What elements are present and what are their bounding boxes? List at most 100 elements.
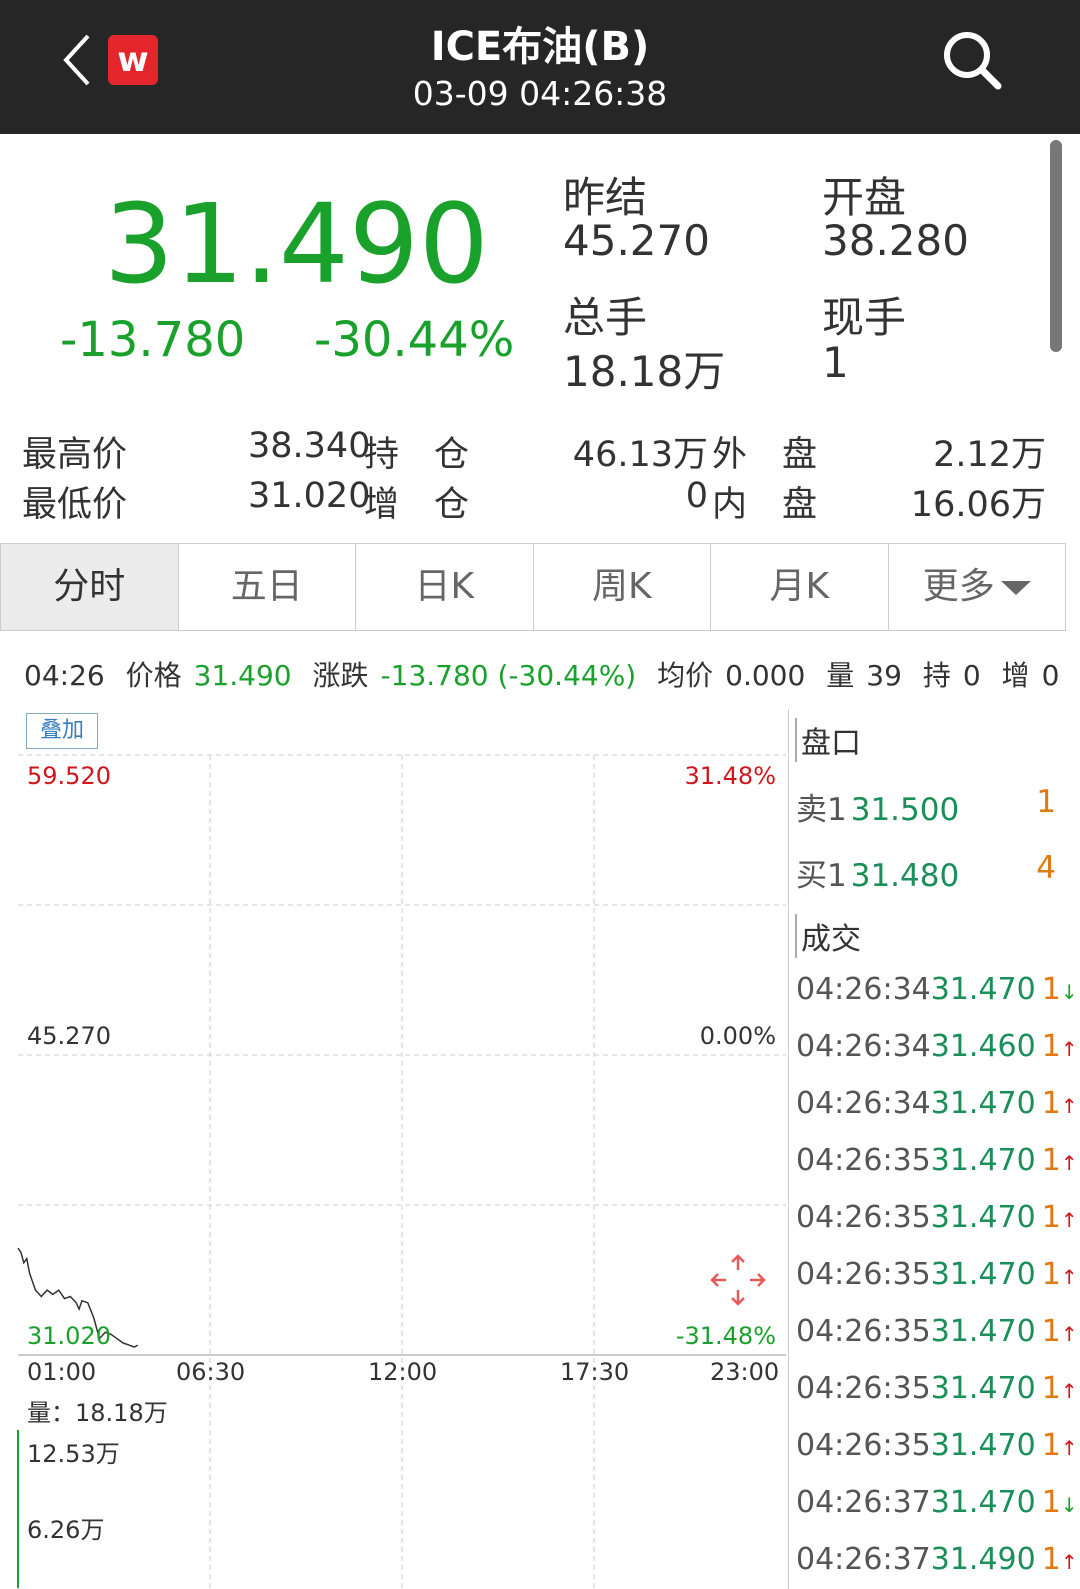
info-price: 31.490 bbox=[193, 659, 292, 692]
arrow-up-icon: ↑ bbox=[1060, 1550, 1078, 1574]
trade-row: 04:26:3531.470 1↑ bbox=[796, 1314, 1078, 1349]
trade-price: 31.470 bbox=[930, 972, 1036, 1007]
scrollbar[interactable] bbox=[1050, 140, 1062, 352]
volume-value: 18.18万 bbox=[563, 347, 726, 396]
trade-price: 31.470 bbox=[930, 1086, 1036, 1121]
back-icon[interactable] bbox=[60, 30, 100, 90]
info-price-label: 价格 bbox=[125, 659, 182, 692]
high-value: 38.340 bbox=[248, 426, 371, 466]
x-tick-1200: 12:00 bbox=[368, 1358, 438, 1386]
trade-time: 04:26:35 bbox=[796, 1428, 931, 1463]
oi-value: 46.13万 bbox=[572, 435, 708, 475]
last-price: 31.490 bbox=[104, 180, 489, 308]
trade-price: 31.470 bbox=[930, 1371, 1036, 1406]
trade-time: 04:26:37 bbox=[796, 1542, 931, 1577]
arrow-up-icon: ↑ bbox=[1060, 1151, 1078, 1175]
app-logo[interactable]: w bbox=[108, 35, 158, 85]
tab-more[interactable]: 更多 bbox=[889, 544, 1066, 630]
current-label: 现手 bbox=[822, 293, 907, 342]
trade-qty: 1 bbox=[1041, 1086, 1061, 1121]
trade-qty: 1 bbox=[1041, 1200, 1061, 1235]
inner-value: 16.06万 bbox=[910, 485, 1046, 525]
trade-time: 04:26:35 bbox=[796, 1257, 931, 1292]
low-value: 31.020 bbox=[248, 476, 371, 516]
ask-qty: 1 bbox=[1036, 784, 1056, 820]
tab-five-day[interactable]: 五日 bbox=[179, 544, 356, 630]
arrow-down-icon: ↓ bbox=[1060, 1493, 1078, 1517]
trade-row: 04:26:3531.470 1↑ bbox=[796, 1428, 1078, 1463]
trade-time: 04:26:35 bbox=[796, 1314, 931, 1349]
trade-time: 04:26:35 bbox=[796, 1143, 931, 1178]
trade-qty: 1 bbox=[1041, 1485, 1061, 1520]
bid-row: 买1 31.480 4 bbox=[796, 850, 1056, 895]
pct-tick-bottom: -31.48% bbox=[675, 1322, 776, 1350]
trade-row: 04:26:3731.470 1↓ bbox=[796, 1485, 1078, 1520]
trade-price: 31.490 bbox=[930, 1542, 1036, 1577]
tab-weekly-k[interactable]: 周K bbox=[534, 544, 711, 630]
caret-down-icon bbox=[1000, 581, 1031, 595]
info-inc-label: 增 bbox=[1001, 659, 1030, 692]
tab-monthly-k[interactable]: 月K bbox=[711, 544, 889, 630]
expand-arrows-icon[interactable] bbox=[708, 1252, 768, 1308]
outer-value: 2.12万 bbox=[933, 435, 1046, 475]
search-icon[interactable] bbox=[940, 28, 1004, 92]
trade-time: 04:26:34 bbox=[796, 1086, 931, 1121]
y-tick-bottom: 31.020 bbox=[27, 1322, 111, 1350]
oi-chg-value: 0 bbox=[685, 476, 708, 516]
arrow-up-icon: ↑ bbox=[1060, 1208, 1078, 1232]
price-line bbox=[17, 1247, 139, 1348]
arrow-up-icon: ↑ bbox=[1060, 1094, 1078, 1118]
trade-price: 31.470 bbox=[930, 1485, 1036, 1520]
trade-row: 04:26:3531.470 1↑ bbox=[796, 1200, 1078, 1235]
volume-tick-mid: 6.26万 bbox=[27, 1516, 105, 1544]
info-avg: 0.000 bbox=[725, 659, 806, 692]
x-tick-2300: 23:00 bbox=[710, 1358, 780, 1386]
y-tick-top: 59.520 bbox=[27, 762, 111, 790]
arrow-up-icon: ↑ bbox=[1060, 1037, 1078, 1061]
info-chg-label: 涨跌 bbox=[312, 659, 369, 692]
datetime: 03-09 04:26:38 bbox=[412, 74, 668, 113]
trade-row: 04:26:3431.470 1↓ bbox=[796, 972, 1078, 1007]
trade-qty: 1 bbox=[1041, 1257, 1061, 1292]
arrow-up-icon: ↑ bbox=[1060, 1322, 1078, 1346]
arrow-up-icon: ↑ bbox=[1060, 1265, 1078, 1289]
info-bar: 04:26 价格 31.490 涨跌 -13.780 (-30.44%) 均价 0.0… bbox=[24, 654, 1071, 694]
prev-settle-value: 45.270 bbox=[563, 216, 710, 265]
tab-daily-k[interactable]: 日K bbox=[356, 544, 534, 630]
trade-row: 04:26:3731.490 1↑ bbox=[796, 1542, 1078, 1577]
trade-time: 04:26:37 bbox=[796, 1485, 931, 1520]
info-vol-label: 量 bbox=[826, 659, 855, 692]
info-vol: 39 bbox=[866, 659, 902, 692]
volume-total: 量：18.18万 bbox=[27, 1393, 168, 1428]
trade-qty: 1 bbox=[1041, 1029, 1061, 1064]
trade-time: 04:26:35 bbox=[796, 1371, 931, 1406]
arrow-up-icon: ↑ bbox=[1060, 1436, 1078, 1460]
oi-label: 持 仓 bbox=[364, 435, 470, 475]
trade-qty: 1 bbox=[1041, 1428, 1061, 1463]
trade-qty: 1 bbox=[1041, 972, 1061, 1007]
current-value: 1 bbox=[822, 338, 849, 387]
trade-price: 31.470 bbox=[930, 1314, 1036, 1349]
pct-tick-top: 31.48% bbox=[684, 762, 776, 790]
price-change: -13.780 bbox=[60, 312, 246, 368]
pct-tick-mid: 0.00% bbox=[699, 1022, 776, 1050]
ask-price: 31.500 bbox=[850, 792, 960, 828]
high-label: 最高价 bbox=[22, 435, 128, 475]
trade-time: 04:26:34 bbox=[796, 1029, 931, 1064]
intraday-chart[interactable] bbox=[0, 700, 788, 1588]
tab-intraday[interactable]: 分时 bbox=[1, 544, 179, 630]
trade-qty: 1 bbox=[1041, 1542, 1061, 1577]
top-bar: w ICE布油(B) 03-09 04:26:38 bbox=[0, 0, 1080, 134]
trade-row: 04:26:3531.470 1↑ bbox=[796, 1143, 1078, 1178]
overlay-button[interactable]: 叠加 bbox=[26, 713, 98, 749]
volume-label: 总手 bbox=[563, 293, 648, 342]
trade-qty: 1 bbox=[1041, 1371, 1061, 1406]
outer-label: 外 盘 bbox=[712, 435, 818, 475]
low-label: 最低价 bbox=[22, 485, 128, 525]
trade-price: 31.470 bbox=[930, 1257, 1036, 1292]
info-chg: -13.780 (-30.44%) bbox=[380, 659, 637, 692]
trade-time: 04:26:35 bbox=[796, 1200, 931, 1235]
arrow-down-icon: ↓ bbox=[1060, 980, 1078, 1004]
arrow-up-icon: ↑ bbox=[1060, 1379, 1078, 1403]
trade-time: 04:26:34 bbox=[796, 972, 931, 1007]
